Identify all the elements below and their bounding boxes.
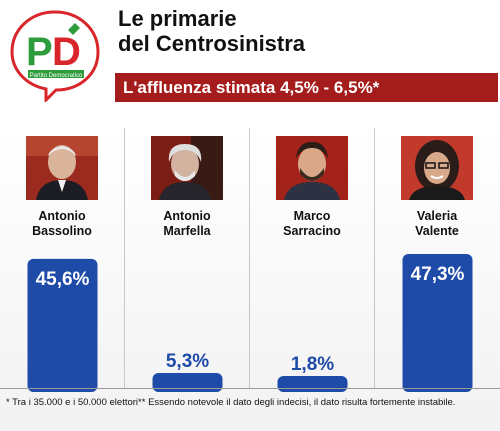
- candidate-name: Marco Sarracino: [283, 209, 341, 238]
- column-divider: [249, 128, 250, 388]
- pd-logo: P D Partito Democratico: [6, 8, 104, 104]
- bar-2: [152, 372, 223, 392]
- bar-value-label: 47,3%: [411, 264, 465, 285]
- chart-baseline: [0, 388, 500, 389]
- title-line-1: Le primarie: [118, 6, 237, 31]
- bar-4: [402, 254, 473, 392]
- column-divider: [374, 128, 375, 388]
- candidate-photo-sarracino: [276, 136, 348, 200]
- title-line-2: del Centrosinistra: [118, 31, 306, 56]
- bar-3: [277, 376, 348, 392]
- svg-text:P: P: [26, 30, 53, 74]
- candidate-photo-valente: [401, 136, 473, 200]
- candidate-name: Valeria Valente: [415, 209, 459, 238]
- footnote: * Tra i 35.000 e i 50.000 elettori** Ess…: [6, 397, 456, 408]
- bar-value-label: 45,6%: [36, 269, 90, 290]
- candidate-name: Antonio Marfella: [163, 209, 211, 238]
- logo-caption: Partito Democratico: [30, 73, 83, 79]
- candidate-photo-bassolino: [26, 136, 98, 200]
- bar-value-label: 5,3%: [166, 351, 209, 372]
- column-divider: [124, 128, 125, 388]
- turnout-banner: L'affluenza stimata 4,5% - 6,5%*: [115, 73, 498, 102]
- bar-value-label: 1,8%: [291, 354, 334, 375]
- page-title: Le primarie del Centrosinistra: [118, 6, 305, 56]
- svg-text:D: D: [52, 30, 81, 74]
- bar-1: [27, 258, 98, 392]
- candidate-name: Antonio Bassolino: [32, 209, 92, 238]
- candidate-photo-marfella: [151, 136, 223, 200]
